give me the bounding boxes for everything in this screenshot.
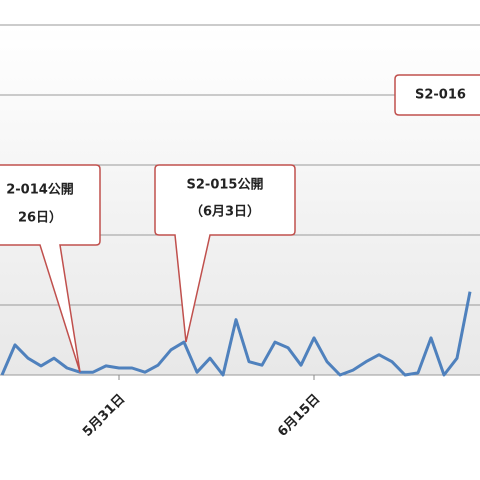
- callout-text: S2-016: [415, 88, 466, 103]
- line-series: [0, 291, 472, 377]
- x-tick-label: 5月31日: [80, 392, 128, 440]
- callout-text: S2-015公開: [187, 178, 264, 193]
- x-tick-label: 6月15日: [275, 392, 323, 440]
- callout: [154, 164, 296, 343]
- callout-text: 26日）: [18, 210, 62, 226]
- callout: [394, 74, 480, 116]
- callout-text: 2-014公開: [6, 183, 74, 198]
- callout: [0, 164, 101, 373]
- callout-text: （6月3日）: [190, 204, 260, 220]
